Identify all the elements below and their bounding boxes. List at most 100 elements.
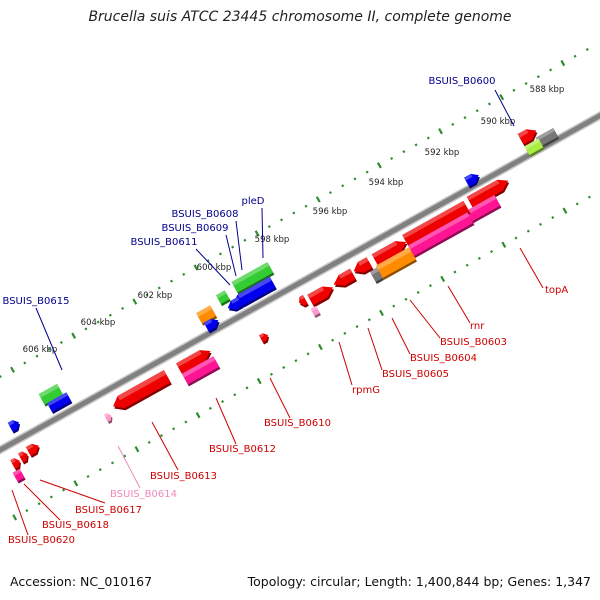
gene-label[interactable]: BSUIS_B0613	[150, 471, 217, 482]
tick-mark	[304, 204, 308, 208]
gene-B0605[interactable]	[333, 268, 358, 288]
gene-label[interactable]: rnr	[470, 321, 485, 332]
tick-mark	[231, 245, 235, 249]
tick-mark	[282, 365, 286, 369]
tick-mark	[233, 393, 237, 397]
tick-mark	[37, 502, 41, 506]
tick-mark	[35, 354, 39, 358]
gene-highlight	[25, 443, 34, 451]
gene-small-1[interactable]	[7, 420, 21, 434]
gene-pleD[interactable]	[231, 262, 275, 295]
gene-rnr[interactable]	[402, 200, 471, 248]
gene-outer-3[interactable]	[524, 138, 545, 158]
gene-highlight	[10, 458, 16, 464]
gene-B0600[interactable]	[464, 173, 480, 189]
gene-topA-b[interactable]	[463, 195, 502, 225]
gene-B0614[interactable]	[104, 413, 113, 424]
gene-highlight	[47, 392, 69, 407]
tick-mark	[49, 495, 53, 499]
gene-rpmG-b[interactable]	[299, 294, 309, 308]
leader-line	[23, 483, 61, 521]
gene-label[interactable]: BSUIS_B0617	[75, 505, 142, 516]
gene-body	[176, 350, 211, 374]
gene-label[interactable]: BSUIS_B0611	[131, 237, 198, 248]
gene-label[interactable]: topA	[545, 285, 568, 296]
tick-mark	[10, 366, 15, 373]
gene-label[interactable]: BSUIS_B0612	[209, 444, 276, 455]
gene-topA[interactable]	[466, 179, 510, 210]
tick-mark	[343, 331, 347, 335]
gene-edge[interactable]	[12, 468, 26, 484]
gene-label[interactable]: BSUIS_B0608	[172, 209, 239, 220]
gene-label[interactable]: BSUIS_B0610	[264, 418, 331, 429]
gene-label[interactable]: BSUIS_B0604	[410, 353, 477, 364]
gene-highlight	[7, 420, 15, 426]
tick-mark	[465, 263, 469, 267]
gene-B0615[interactable]	[38, 383, 65, 407]
gene-B0612[interactable]	[176, 350, 212, 376]
gene-highlight	[104, 413, 109, 418]
tick-mark	[132, 298, 138, 305]
gene-label[interactable]: BSUIS_B0600	[429, 76, 496, 87]
tick-mark	[501, 241, 507, 248]
tick-mark	[440, 275, 446, 283]
gene-label[interactable]: BSUIS_B0609	[162, 223, 229, 234]
gene-label[interactable]: pleD	[242, 196, 265, 207]
tick-mark	[490, 250, 494, 254]
tick-mark	[254, 230, 260, 237]
gene-B0603c[interactable]	[369, 267, 384, 284]
gene-body	[231, 262, 274, 293]
gene-B0603[interactable]	[371, 241, 408, 267]
gene-outer-1[interactable]	[517, 129, 538, 147]
gene-label[interactable]: BSUIS_B0603	[440, 337, 507, 348]
leader-line	[235, 220, 243, 271]
gene-B0608[interactable]	[216, 290, 231, 307]
leader-line	[215, 397, 237, 445]
gene-B0603b[interactable]	[375, 247, 418, 281]
gene-B0618[interactable]	[18, 451, 29, 465]
gene-rpmG[interactable]	[307, 286, 335, 308]
tick-mark	[317, 343, 323, 351]
gene-label[interactable]: rpmG	[352, 385, 380, 396]
gene-highlight	[466, 179, 500, 201]
tick-mark	[573, 54, 577, 58]
gene-label[interactable]: BSUIS_B0605	[382, 369, 449, 380]
ruler-label: 602 kbp	[138, 291, 173, 301]
leader-line	[367, 327, 383, 371]
leader-line	[39, 479, 106, 504]
gene-body	[402, 200, 470, 246]
gene-label[interactable]: BSUIS_B0614	[110, 489, 177, 500]
gene-B0620[interactable]	[10, 458, 21, 472]
gene-highlight	[524, 138, 541, 150]
gene-B0610[interactable]	[258, 333, 270, 345]
tick-mark	[392, 304, 396, 308]
gene-B0604[interactable]	[353, 257, 374, 275]
leader-line	[269, 377, 291, 419]
gene-B0611b[interactable]	[203, 318, 220, 334]
chromosome-backbone	[0, 112, 600, 453]
tick-mark	[25, 509, 29, 513]
gene-outer-2[interactable]	[535, 127, 560, 149]
gene-B0613[interactable]	[113, 370, 172, 411]
gene-B0617[interactable]	[25, 443, 40, 458]
tick-mark	[575, 202, 579, 206]
gene-label[interactable]: BSUIS_B0615	[3, 296, 70, 307]
gene-B0609[interactable]	[232, 276, 277, 308]
tick-mark	[539, 222, 543, 226]
tick-mark	[512, 88, 516, 92]
gene-B0615b[interactable]	[47, 392, 73, 414]
gene-rpmG-c[interactable]	[310, 306, 321, 319]
gene-B0611[interactable]	[196, 305, 218, 326]
gene-label[interactable]: BSUIS_B0620	[8, 535, 75, 546]
gene-B0612b[interactable]	[181, 356, 221, 387]
gene-B0609b[interactable]	[227, 296, 244, 312]
tick-mark	[453, 270, 457, 274]
tick-mark	[62, 488, 66, 492]
gene-rnr-b[interactable]	[408, 212, 475, 259]
tick-mark	[245, 386, 249, 390]
gene-label[interactable]: BSUIS_B0618	[42, 520, 109, 531]
tick-mark	[108, 313, 112, 317]
gene-highlight	[230, 296, 240, 304]
tick-mark	[414, 143, 418, 147]
